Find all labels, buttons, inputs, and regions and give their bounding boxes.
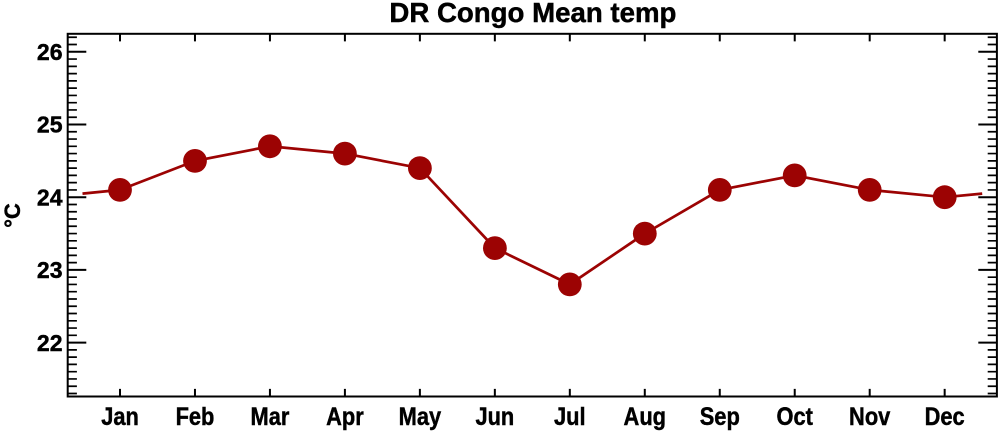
svg-text:Aug: Aug bbox=[624, 404, 667, 431]
svg-text:22: 22 bbox=[37, 330, 63, 356]
svg-text:Feb: Feb bbox=[176, 404, 215, 431]
svg-text:Mar: Mar bbox=[251, 404, 290, 431]
svg-text:Jul: Jul bbox=[554, 404, 586, 431]
svg-text:26: 26 bbox=[37, 39, 63, 65]
svg-text:25: 25 bbox=[37, 112, 63, 138]
svg-text:23: 23 bbox=[37, 257, 63, 283]
svg-text:Dec: Dec bbox=[925, 404, 965, 431]
svg-text:°C: °C bbox=[0, 203, 25, 228]
svg-text:Apr: Apr bbox=[326, 404, 364, 431]
svg-text:Oct: Oct bbox=[777, 404, 813, 431]
svg-text:Jun: Jun bbox=[475, 404, 514, 431]
svg-text:24: 24 bbox=[37, 184, 63, 210]
svg-text:Jan: Jan bbox=[101, 404, 139, 431]
svg-text:DR Congo Mean temp: DR Congo Mean temp bbox=[389, 0, 676, 28]
svg-text:Nov: Nov bbox=[849, 404, 890, 431]
svg-text:Sep: Sep bbox=[700, 404, 740, 431]
svg-text:May: May bbox=[399, 404, 442, 431]
